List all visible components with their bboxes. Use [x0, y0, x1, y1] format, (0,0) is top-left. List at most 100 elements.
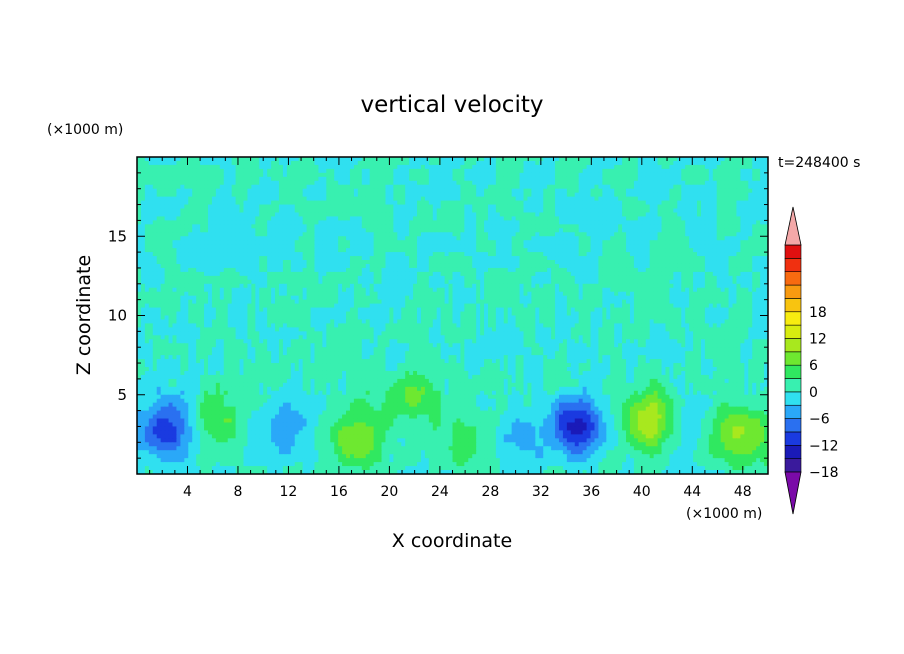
field-cell [349, 184, 355, 190]
field-cell [156, 220, 162, 225]
field-cell [413, 184, 418, 190]
field-cell [649, 240, 655, 245]
field-cell [661, 244, 667, 249]
field-cell [211, 275, 217, 281]
field-cell [736, 275, 741, 281]
field-cell [436, 192, 442, 198]
field-cell [740, 260, 745, 265]
field-cell [148, 168, 154, 174]
field-cell [511, 188, 517, 194]
field-cell [235, 192, 241, 198]
field-cell [578, 204, 584, 210]
field-cell [306, 252, 312, 257]
field-cell [480, 256, 485, 261]
field-cell [720, 248, 726, 253]
field-cell [511, 212, 517, 218]
field-cell [732, 164, 738, 170]
field-cell [393, 244, 398, 249]
field-cell [278, 188, 284, 194]
field-cell [590, 164, 596, 170]
field-cell [468, 196, 473, 202]
field-cell [263, 196, 268, 202]
field-cell [140, 164, 146, 170]
field-cell [555, 164, 560, 170]
field-cell [732, 200, 738, 206]
field-cell [401, 196, 406, 202]
field-cell [409, 168, 414, 174]
field-cell [724, 180, 730, 186]
field-cell [535, 232, 540, 237]
field-cell [495, 263, 501, 269]
field-cell [227, 200, 233, 206]
field-cell [551, 267, 556, 273]
field-cell [401, 232, 406, 237]
field-cell [511, 204, 517, 210]
field-cell [606, 188, 611, 194]
field-cell [547, 204, 552, 210]
field-cell [160, 232, 166, 237]
field-cell [267, 157, 272, 162]
field-cell [192, 212, 197, 218]
field-cell [322, 256, 327, 261]
field-cell [539, 216, 544, 221]
field-cell [618, 244, 623, 249]
field-cell [606, 236, 611, 241]
field-cell [645, 248, 651, 253]
field-cell [673, 196, 678, 202]
field-cell [673, 260, 678, 265]
field-cell [452, 267, 458, 273]
field-cell [677, 164, 682, 170]
field-cell [673, 204, 678, 210]
field-cell [405, 267, 410, 273]
field-cell [499, 184, 505, 190]
field-cell [503, 200, 509, 206]
field-cell [137, 216, 142, 221]
field-cell [318, 220, 323, 225]
field-cell [637, 220, 643, 225]
field-cell [314, 160, 320, 166]
field-cell [685, 200, 690, 206]
field-cell [361, 172, 367, 178]
field-cell [720, 208, 726, 214]
field-cell [219, 252, 225, 257]
field-cell [586, 263, 592, 269]
field-cell [334, 184, 339, 190]
field-cell [578, 232, 584, 237]
field-cell [417, 244, 422, 249]
field-cell [243, 267, 249, 273]
field-cell [570, 236, 576, 241]
field-cell [227, 192, 233, 198]
field-cell [476, 164, 481, 170]
field-cell [515, 248, 521, 253]
field-cell [574, 244, 580, 249]
field-cell [294, 244, 300, 249]
field-cell [184, 263, 189, 269]
field-cell [342, 263, 347, 269]
field-cell [720, 267, 726, 273]
field-cell [156, 184, 162, 190]
field-cell [562, 224, 568, 229]
field-cell [700, 248, 706, 253]
chart-title: vertical velocity [361, 92, 544, 118]
field-cell [200, 240, 205, 245]
field-cell [468, 220, 473, 225]
field-cell [444, 232, 450, 237]
field-cell [689, 252, 694, 257]
field-cell [373, 204, 379, 210]
field-cell [693, 212, 698, 218]
field-cell [720, 160, 726, 166]
field-cell [223, 228, 229, 233]
field-cell [381, 157, 387, 162]
field-cell [302, 200, 308, 206]
field-cell [444, 208, 450, 214]
field-cell [263, 220, 268, 225]
field-cell [499, 236, 505, 241]
field-cell [255, 256, 260, 261]
field-cell [507, 180, 513, 186]
field-cell [180, 168, 185, 174]
field-cell [349, 204, 355, 210]
field-cell [397, 172, 402, 178]
field-cell [204, 204, 209, 210]
field-cell [503, 244, 509, 249]
field-cell [653, 271, 659, 277]
